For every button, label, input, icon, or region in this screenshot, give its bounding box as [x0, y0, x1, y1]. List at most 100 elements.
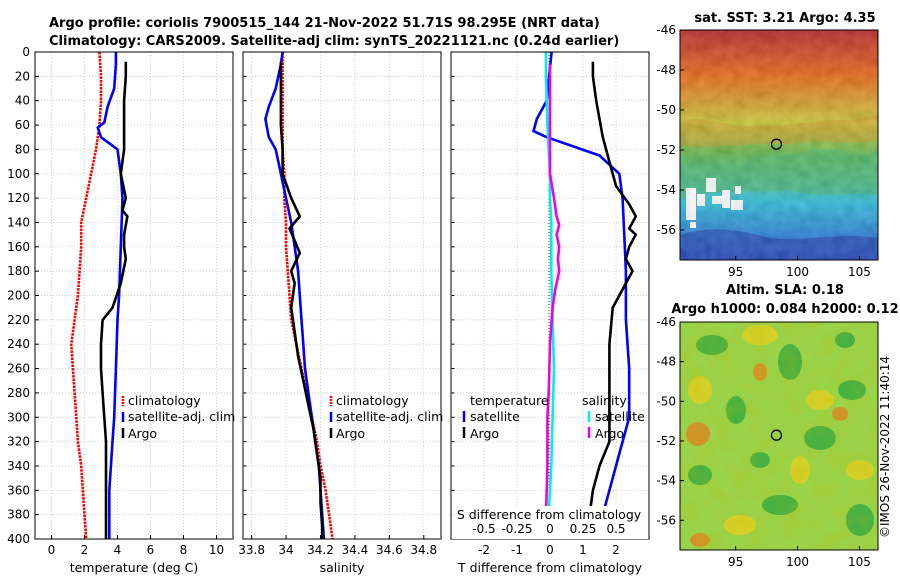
series-line-t-satellite	[532, 51, 631, 540]
y-tick-label: 140	[7, 215, 30, 229]
x-tick-label: 34.2	[307, 543, 334, 557]
temperature-legend: climatology satellite-adj. clim Argo	[121, 393, 235, 441]
series-line-climatology	[281, 52, 334, 540]
y-tick-label: 400	[7, 532, 30, 546]
salinity-xlabel: salinity	[320, 560, 365, 575]
y-tick-label: 300	[7, 410, 30, 424]
y-tick-label: 260	[7, 362, 30, 376]
s-difference-label: S difference from climatology	[457, 507, 642, 522]
legend-argo: Argo	[128, 426, 157, 441]
series-line-s-argo	[544, 64, 561, 539]
y-tick-label: 220	[7, 313, 30, 327]
x-tick-label: 34.6	[376, 543, 403, 557]
salinity-legend: climatology satellite-adj. clim Argo	[329, 393, 443, 441]
lat-tick-label: -50	[656, 394, 676, 408]
header-line-2: Climatology: CARS2009. Satellite-adj cli…	[49, 34, 619, 49]
y-tick-label: 160	[7, 240, 30, 254]
x-tick-label: 2	[612, 543, 620, 557]
x-tick-label: 33.8	[238, 543, 265, 557]
x-tick-label: 6	[147, 543, 155, 557]
sst-map-frame	[679, 29, 879, 261]
header-line-1: Argo profile: coriolis 7900515_144 21-No…	[49, 16, 600, 31]
legend-s-argo: Argo	[595, 426, 624, 441]
sla-map-image	[680, 322, 878, 550]
y-tick-label: 120	[7, 191, 30, 205]
x-tick-label: 0	[48, 543, 56, 557]
panel-temperature: 0 2 4 6 8 10 0 20 40 60 80 100 120 140 160 180 200 220 24…	[7, 45, 455, 575]
s-tick-label: 0.25	[570, 522, 597, 536]
s-tick-label: 0	[546, 522, 554, 536]
series-line-satellite-adj-clim	[96, 52, 124, 539]
legend-argo: Argo	[336, 426, 365, 441]
x-tick-label: 34	[278, 543, 293, 557]
difference-xlabel: T difference from climatology	[457, 560, 643, 575]
depth-y-ticks: 0 20 40 60 80 100 120 140 160 180 200 220 240 260 280 3…	[7, 45, 455, 546]
y-tick-label: 80	[15, 142, 30, 156]
lon-tick-label: 95	[728, 265, 743, 279]
salinity-grid	[243, 51, 441, 540]
x-tick-label: 10	[209, 543, 224, 557]
legend-climatology: climatology	[128, 393, 201, 408]
y-tick-label: 20	[15, 69, 30, 83]
y-tick-label: 200	[7, 289, 30, 303]
lat-tick-label: -54	[656, 474, 676, 488]
legend-satellite: satellite-adj. clim	[128, 409, 235, 424]
lon-tick-label: 100	[786, 555, 809, 569]
y-tick-label: 180	[7, 264, 30, 278]
sst-latitude-ticks: -46 -48 -50 -52 -54 -56	[656, 23, 684, 237]
salinity-x-ticks: 33.8 34 34.2 34.4 34.6 34.8	[238, 535, 437, 557]
lat-tick-label: -48	[656, 355, 676, 369]
legend-s-satellite: satellite	[595, 409, 645, 424]
sst-longitude-ticks: 95 100 105	[728, 256, 871, 279]
sla-longitude-ticks: 95 100 105	[728, 546, 871, 569]
panel-difference: -2 -1 0 1 2 T difference from climatology S …	[450, 51, 650, 575]
y-tick-label: 380	[7, 508, 30, 522]
y-tick-label: 240	[7, 337, 30, 351]
sst-map-image	[680, 30, 878, 260]
lat-tick-label: -56	[656, 513, 676, 527]
y-tick-label: 0	[22, 45, 30, 59]
sla-map-title-2: Argo h1000: 0.084 h2000: 0.12	[671, 302, 898, 317]
x-tick-label: 34.4	[342, 543, 369, 557]
temperature-xlabel: temperature (deg C)	[70, 560, 199, 575]
lon-tick-label: 105	[848, 265, 871, 279]
temperature-grid	[35, 51, 233, 540]
x-tick-label: 1	[579, 543, 587, 557]
s-axis-label-background	[452, 506, 648, 539]
s-tick-label: -0.5	[472, 522, 495, 536]
lon-tick-label: 95	[728, 555, 743, 569]
legend-t-argo: Argo	[470, 426, 499, 441]
series-line-s-satellite	[544, 52, 556, 539]
copyright-stamp: ©IMOS 26-Nov-2022 11:40:14	[878, 355, 892, 538]
x-tick-label: -1	[511, 543, 523, 557]
sla-latitude-ticks: -46 -48 -50 -52 -54 -56	[656, 315, 684, 527]
series-line-t-argo	[588, 61, 638, 539]
legend-title-temperature: temperature	[470, 393, 549, 408]
sla-map-title-1: Altim. SLA: 0.18	[726, 283, 844, 298]
y-tick-label: 40	[15, 94, 30, 108]
x-tick-label: 0	[546, 543, 554, 557]
lat-tick-label: -48	[656, 63, 676, 77]
temperature-x-ticks: 0 2 4 6 8 10	[48, 535, 224, 557]
lat-tick-label: -56	[656, 223, 676, 237]
lat-tick-label: -50	[656, 103, 676, 117]
lat-tick-label: -46	[656, 23, 676, 37]
legend-satellite: satellite-adj. clim	[336, 409, 443, 424]
lat-tick-label: -54	[656, 183, 676, 197]
salinity-series	[264, 51, 334, 540]
lat-tick-label: -46	[656, 315, 676, 329]
s-tick-label: -0.25	[501, 522, 532, 536]
y-tick-label: 280	[7, 386, 30, 400]
panel-salinity: 33.8 34 34.2 34.4 34.6 34.8 salinity climatol…	[238, 51, 443, 575]
lon-tick-label: 100	[786, 265, 809, 279]
x-tick-label: 34.8	[410, 543, 437, 557]
s-difference-ticks: -0.5 -0.25 0 0.25 0.5	[472, 522, 625, 536]
difference-legend: temperature salinity satellite Argo sate…	[462, 393, 645, 441]
series-line-argo	[99, 61, 129, 539]
y-tick-label: 100	[7, 167, 30, 181]
sst-map: sat. SST: 3.21 Argo: 4.35 95 100 105 -46 -4…	[656, 11, 879, 279]
sla-map: Altim. SLA: 0.18 Argo h1000: 0.084 h2000…	[656, 283, 898, 569]
sst-map-title: sat. SST: 3.21 Argo: 4.35	[694, 11, 875, 26]
y-tick-label: 320	[7, 435, 30, 449]
